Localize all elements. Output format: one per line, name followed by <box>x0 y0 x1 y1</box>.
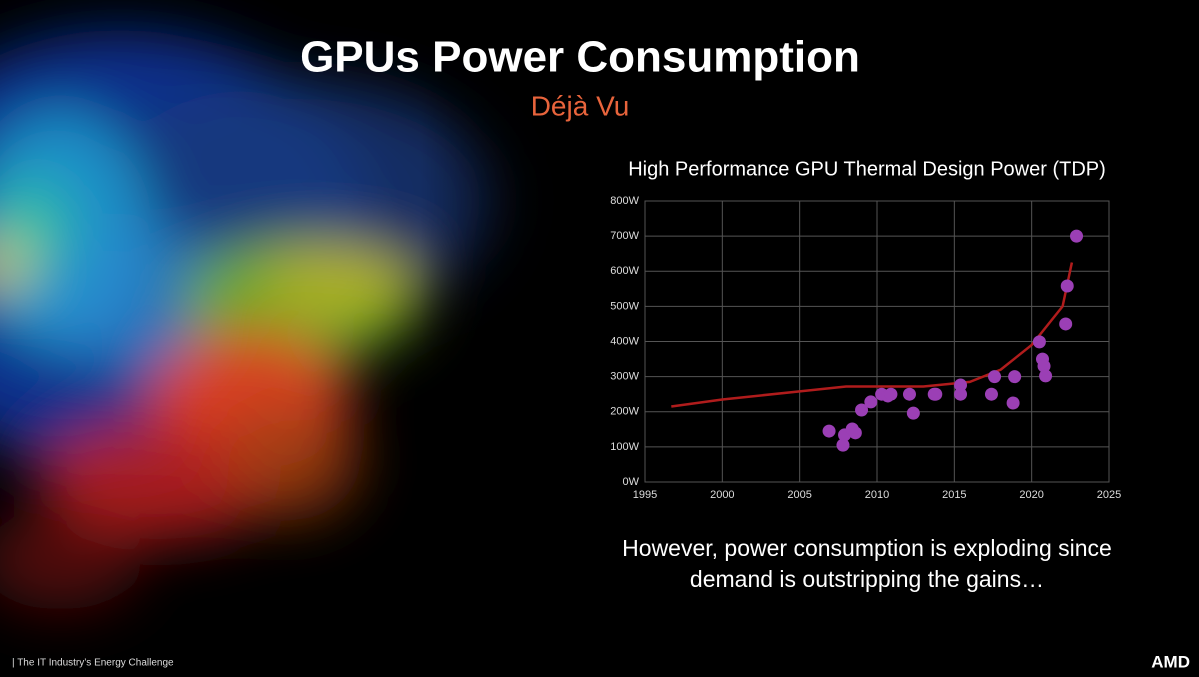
data-point <box>1032 335 1046 349</box>
data-point <box>1039 369 1053 383</box>
data-point <box>1006 396 1020 410</box>
data-point <box>1059 317 1073 331</box>
y-tick-label: 400W <box>610 335 639 347</box>
y-tick-label: 500W <box>610 300 639 312</box>
data-point <box>836 438 850 452</box>
data-point <box>1060 279 1074 293</box>
caption-line: However, power consumption is exploding … <box>622 535 1112 561</box>
footer-text: | The IT Industry’s Energy Challenge <box>12 658 174 669</box>
data-point <box>855 403 869 417</box>
caption-line: demand is outstripping the gains… <box>690 566 1044 592</box>
x-tick-label: 2015 <box>942 489 966 501</box>
slide-title: GPUs Power Consumption <box>300 33 860 82</box>
data-point <box>929 387 943 401</box>
data-point <box>984 387 998 401</box>
data-point <box>864 395 878 409</box>
data-point <box>1008 370 1022 384</box>
x-tick-label: 2010 <box>865 489 889 501</box>
plot: 0W 100W 200W 300W 400W 500W 600W 700W 800W 1995 20… <box>610 195 1121 501</box>
x-tick-label: 1995 <box>633 489 657 501</box>
data-point <box>1070 229 1084 243</box>
slide-subtitle: Déjà Vu <box>531 90 630 121</box>
image-fade <box>0 0 600 677</box>
data-point <box>848 426 862 440</box>
data-point <box>954 378 968 392</box>
trend-line <box>671 262 1074 408</box>
y-tick-label: 0W <box>623 476 640 488</box>
y-tick-label: 300W <box>610 371 639 383</box>
y-tick-label: 700W <box>610 230 639 242</box>
y-tick-label: 100W <box>610 441 639 453</box>
x-tick-label: 2005 <box>787 489 811 501</box>
data-point <box>906 406 920 420</box>
data-point <box>884 387 898 401</box>
x-tick-label: 2025 <box>1097 489 1121 501</box>
y-tick-label: 600W <box>610 265 639 277</box>
data-point <box>988 370 1002 384</box>
chart-title: High Performance GPU Thermal Design Powe… <box>628 158 1106 180</box>
data-point <box>902 387 916 401</box>
data-point <box>822 424 836 438</box>
y-tick-label: 200W <box>610 406 639 418</box>
y-tick-label: 800W <box>610 195 639 207</box>
x-tick-label: 2020 <box>1019 489 1043 501</box>
data-point <box>1037 359 1051 373</box>
x-tick-label: 2000 <box>710 489 734 501</box>
data-point <box>954 387 968 401</box>
logo: AMD <box>1151 652 1190 671</box>
